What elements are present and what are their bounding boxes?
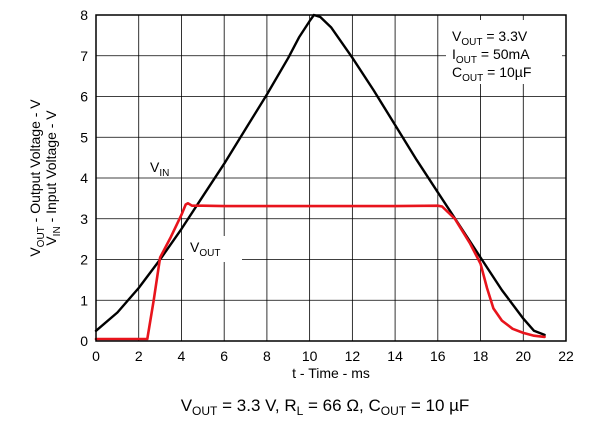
y-tick-label: 5	[80, 129, 88, 145]
conditions-box-bg	[446, 20, 562, 84]
y-axis-label-vout: VOUT - Output Voltage - V	[27, 99, 47, 257]
y-tick-label: 2	[80, 252, 88, 268]
caption-text: VOUT = 3.3 V, RL = 66 Ω, COUT = 10 µF	[181, 396, 470, 418]
x-tick-label: 12	[345, 348, 361, 364]
x-tick-label: 16	[430, 348, 446, 364]
grid-lines	[96, 15, 566, 341]
figure-caption: VOUT = 3.3 V, RL = 66 Ω, COUT = 10 µF	[181, 396, 470, 418]
series-lines	[94, 13, 546, 341]
y-tick-label: 0	[80, 333, 88, 349]
y-tick-label: 4	[80, 170, 88, 186]
series-line-vin	[94, 13, 546, 337]
x-tick-label: 20	[515, 348, 531, 364]
x-tick-labels: 0 2 4 6 8 10 12 14 16 18 20 22	[92, 348, 574, 364]
y-tick-labels: 0 1 2 3 4 5 6 7 8	[80, 7, 88, 349]
x-tick-label: 18	[473, 348, 489, 364]
vout-label-bg	[184, 236, 242, 262]
vout-series-label: VOUT	[190, 239, 220, 259]
y-axis-label-vin: VIN - Input Voltage - V	[43, 110, 63, 246]
y-tick-label: 6	[80, 89, 88, 105]
condition-line: VOUT = 3.3V	[452, 28, 528, 48]
y-tick-label: 1	[80, 292, 88, 308]
x-tick-label: 8	[263, 348, 271, 364]
x-tick-label: 2	[135, 348, 143, 364]
y-tick-label: 8	[80, 7, 88, 23]
y-tick-label: 3	[80, 211, 88, 227]
y-tick-label: 7	[80, 48, 88, 64]
x-tick-label: 6	[220, 348, 228, 364]
x-tick-label: 14	[387, 348, 403, 364]
plot-frame	[95, 14, 567, 342]
condition-line: IOUT = 50mA	[452, 46, 530, 66]
x-tick-label: 4	[178, 348, 186, 364]
x-tick-label: 0	[92, 348, 100, 364]
x-tick-label: 22	[558, 348, 574, 364]
condition-line: COUT = 10µF	[452, 64, 531, 84]
vin-series-label: VIN	[150, 159, 169, 179]
series-annotations: VIN VOUT	[150, 159, 242, 262]
x-tick-label: 10	[302, 348, 318, 364]
x-axis-label: t - Time - ms	[292, 365, 370, 381]
series-line-vout	[94, 202, 546, 341]
